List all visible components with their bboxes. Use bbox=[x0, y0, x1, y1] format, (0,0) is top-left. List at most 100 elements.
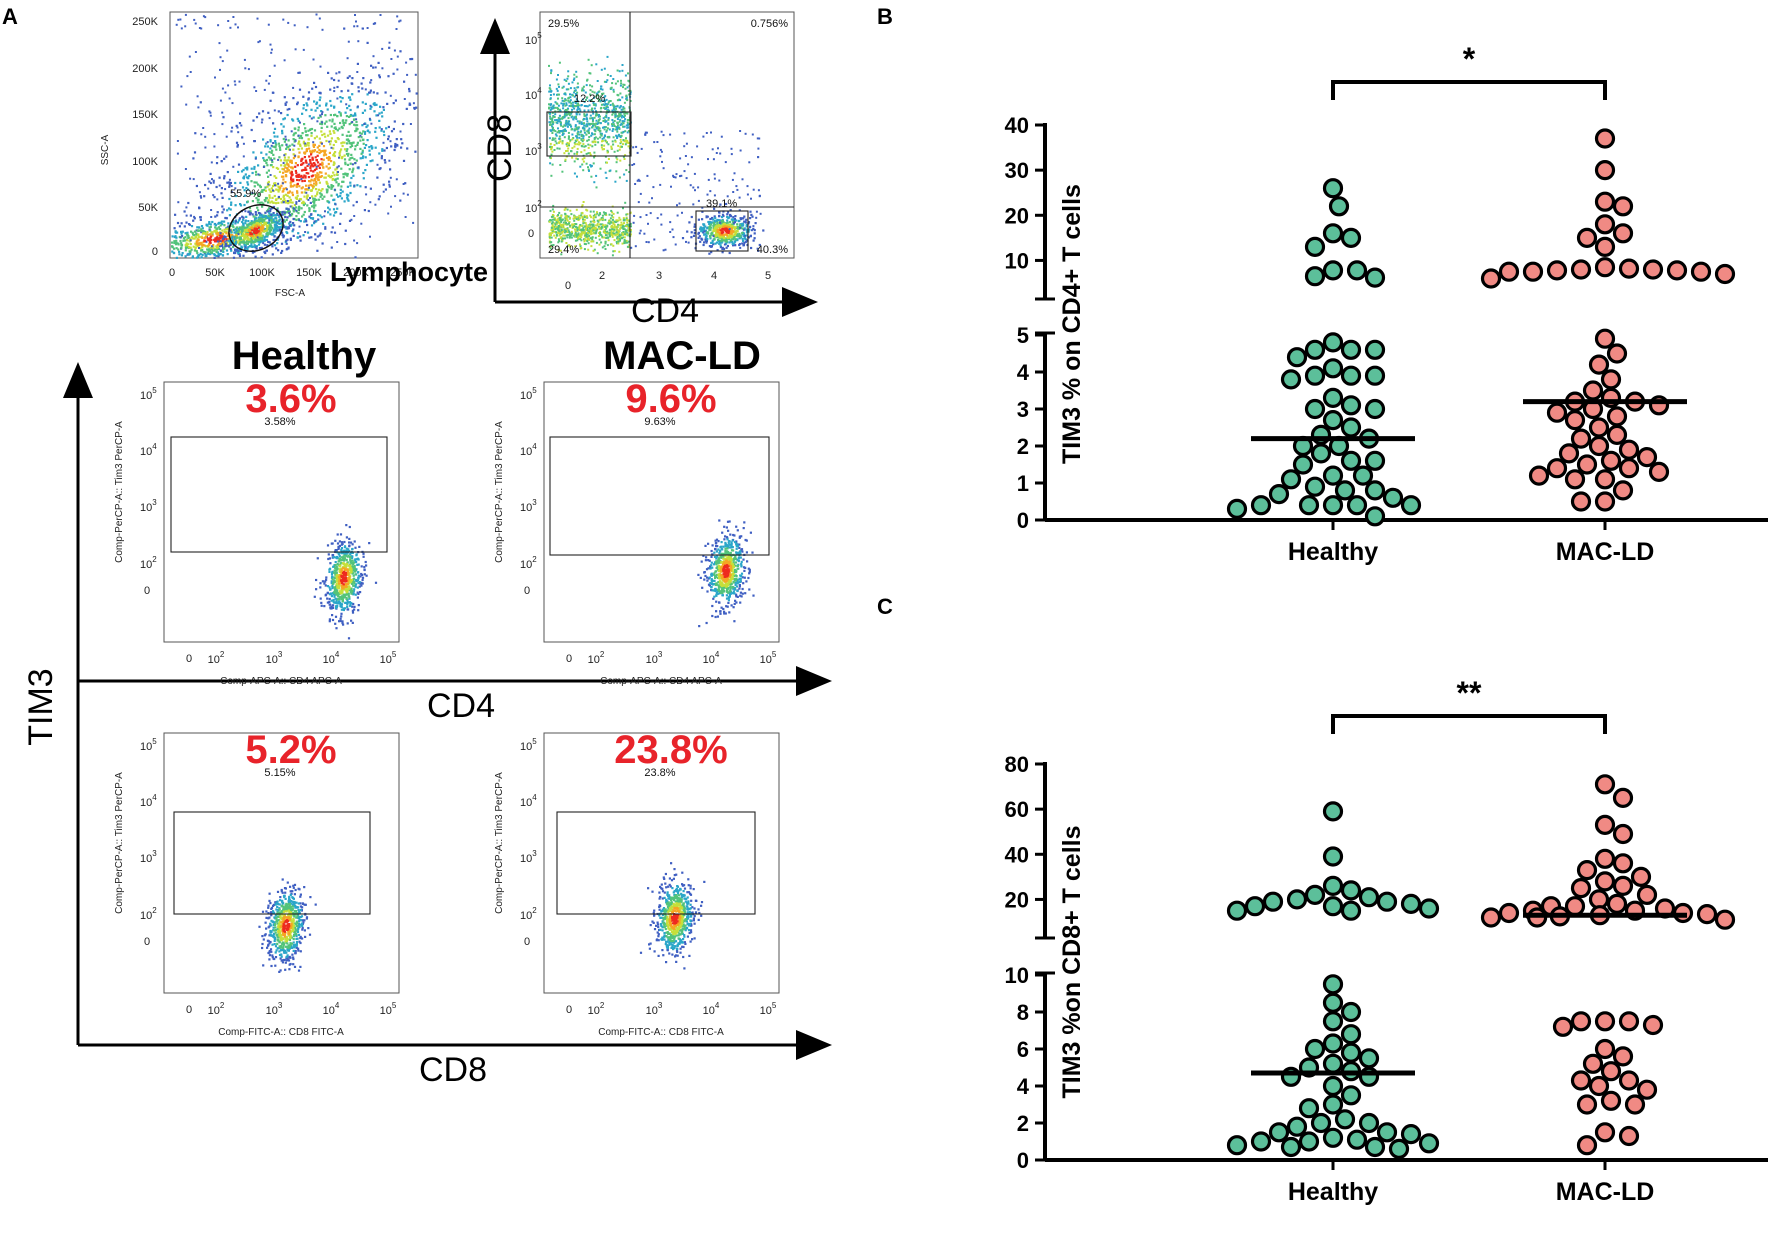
event-dot bbox=[329, 132, 332, 135]
event-dot bbox=[184, 239, 187, 242]
event-dot bbox=[591, 145, 594, 148]
event-dot bbox=[284, 166, 287, 169]
event-dot bbox=[295, 202, 298, 205]
event-dot bbox=[321, 164, 324, 167]
event-dot bbox=[560, 224, 562, 227]
event-dot bbox=[272, 142, 275, 144]
event-dot bbox=[313, 177, 316, 181]
event-dot bbox=[387, 125, 390, 129]
event-dot bbox=[564, 215, 567, 218]
event-dot bbox=[210, 209, 213, 211]
event-dot bbox=[308, 180, 311, 183]
event-dot bbox=[614, 128, 617, 131]
event-dot bbox=[606, 103, 609, 106]
event-dot bbox=[268, 150, 271, 154]
event-dot bbox=[336, 542, 340, 545]
event-dot bbox=[326, 125, 329, 128]
event-dot bbox=[727, 216, 730, 220]
event-dot bbox=[741, 217, 744, 220]
event-dot bbox=[269, 140, 272, 143]
event-dot bbox=[179, 18, 182, 21]
event-dot bbox=[335, 181, 338, 184]
event-dot bbox=[628, 225, 631, 228]
event-dot bbox=[245, 187, 248, 190]
cd4-axis-label: CD4 bbox=[631, 292, 699, 330]
event-dot bbox=[319, 65, 322, 68]
event-dot bbox=[718, 231, 721, 235]
event-dot bbox=[399, 130, 402, 133]
event-dot bbox=[310, 213, 313, 216]
event-dot bbox=[735, 219, 738, 222]
event-dot bbox=[565, 218, 568, 221]
event-dot bbox=[256, 206, 259, 209]
event-dot bbox=[258, 223, 261, 226]
event-dot bbox=[308, 115, 311, 118]
event-dot bbox=[621, 223, 624, 226]
event-dot bbox=[368, 542, 371, 545]
event-dot bbox=[604, 232, 607, 234]
event-dot bbox=[586, 105, 589, 108]
event-dot bbox=[616, 105, 619, 108]
event-dot bbox=[558, 222, 561, 225]
event-dot bbox=[575, 235, 578, 238]
event-dot bbox=[612, 244, 615, 247]
event-dot bbox=[262, 223, 266, 226]
event-dot bbox=[732, 218, 735, 221]
event-dot bbox=[616, 69, 619, 72]
event-dot bbox=[548, 220, 551, 223]
event-dot bbox=[708, 245, 711, 248]
event-dot bbox=[733, 236, 736, 239]
event-dot bbox=[282, 187, 285, 190]
event-dot bbox=[239, 203, 242, 206]
event-dot bbox=[280, 197, 283, 201]
event-dot bbox=[207, 238, 210, 242]
event-dot bbox=[304, 151, 307, 154]
event-dot bbox=[247, 188, 250, 191]
event-dot bbox=[275, 222, 278, 225]
event-dot bbox=[287, 145, 290, 149]
event-dot bbox=[328, 151, 331, 154]
event-dot bbox=[267, 180, 270, 183]
event-dot bbox=[558, 61, 561, 64]
event-dot bbox=[332, 163, 335, 166]
event-dot bbox=[286, 216, 289, 219]
event-dot bbox=[306, 26, 309, 29]
event-dot bbox=[235, 236, 238, 239]
event-dot bbox=[614, 139, 617, 142]
event-dot bbox=[730, 227, 733, 230]
event-dot bbox=[726, 244, 729, 248]
event-dot bbox=[241, 186, 245, 189]
event-dot bbox=[592, 232, 595, 235]
event-dot bbox=[758, 195, 761, 198]
event-dot bbox=[228, 185, 231, 188]
event-dot bbox=[315, 175, 318, 179]
event-dot bbox=[569, 100, 571, 103]
event-dot bbox=[625, 216, 628, 219]
event-dot bbox=[306, 104, 309, 107]
event-dot bbox=[334, 113, 337, 116]
event-dot bbox=[721, 246, 724, 249]
event-dot bbox=[282, 118, 285, 121]
event-dot bbox=[248, 207, 252, 210]
event-dot bbox=[292, 208, 295, 212]
event-dot bbox=[286, 231, 289, 235]
event-dot bbox=[299, 144, 302, 147]
event-dot bbox=[340, 156, 343, 159]
event-dot bbox=[322, 222, 325, 225]
event-dot bbox=[559, 121, 562, 124]
event-dot bbox=[244, 167, 247, 170]
event-dot bbox=[262, 214, 265, 217]
event-dot bbox=[206, 230, 209, 234]
event-dot bbox=[616, 242, 618, 245]
event-dot bbox=[329, 140, 332, 143]
event-dot bbox=[745, 228, 748, 231]
event-dot bbox=[573, 129, 576, 132]
event-dot bbox=[323, 215, 326, 218]
event-dot bbox=[193, 215, 196, 218]
event-dot bbox=[288, 213, 292, 216]
event-dot bbox=[267, 224, 270, 227]
event-dot bbox=[228, 183, 231, 186]
event-dot bbox=[209, 246, 212, 249]
event-dot bbox=[194, 51, 197, 53]
event-dot bbox=[272, 230, 275, 233]
